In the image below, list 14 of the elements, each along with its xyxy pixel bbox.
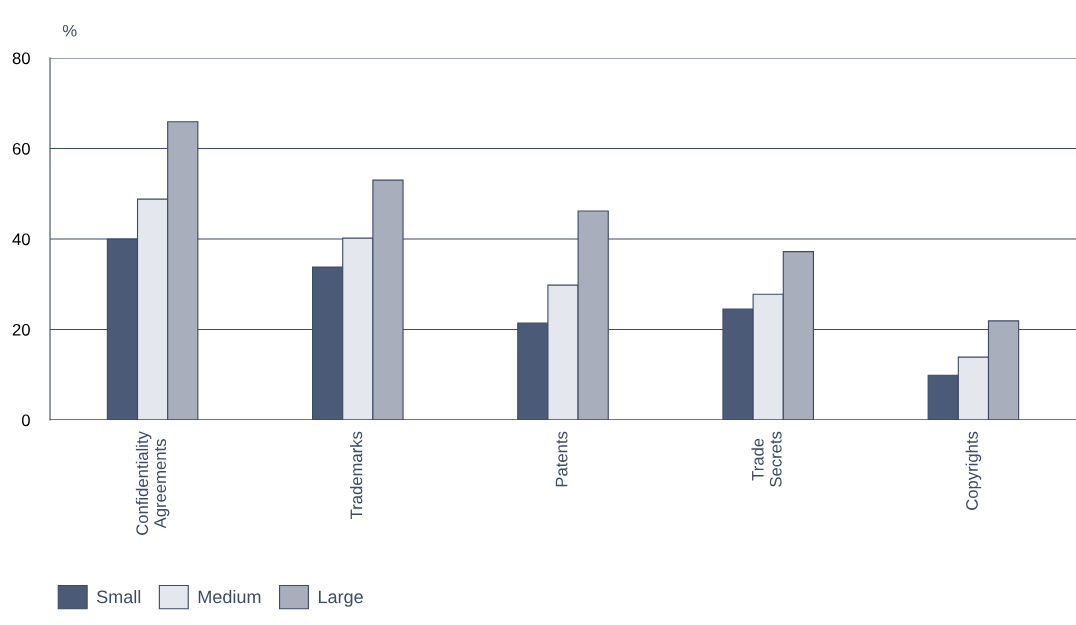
x-tick-label: Trademarks (350, 431, 363, 520)
x-tick-label: Confidentiality Agreements (135, 431, 170, 535)
x-tick-label: Patents (555, 431, 568, 487)
y-tick-label: 0 (21, 414, 30, 427)
x-tick-label: Copyrights (965, 431, 982, 510)
legend-label: Small (96, 589, 141, 604)
x-tick-label: Trade Secrets (751, 431, 782, 487)
y-tick-label: 20 (12, 323, 30, 336)
legend-label: Medium (198, 589, 261, 604)
y-tick-label: 60 (12, 142, 30, 155)
y-tick-label: 40 (12, 233, 30, 246)
y-axis-title: % (62, 24, 77, 37)
y-tick-label: 80 (12, 52, 30, 65)
legend-label: Large (318, 590, 363, 607)
